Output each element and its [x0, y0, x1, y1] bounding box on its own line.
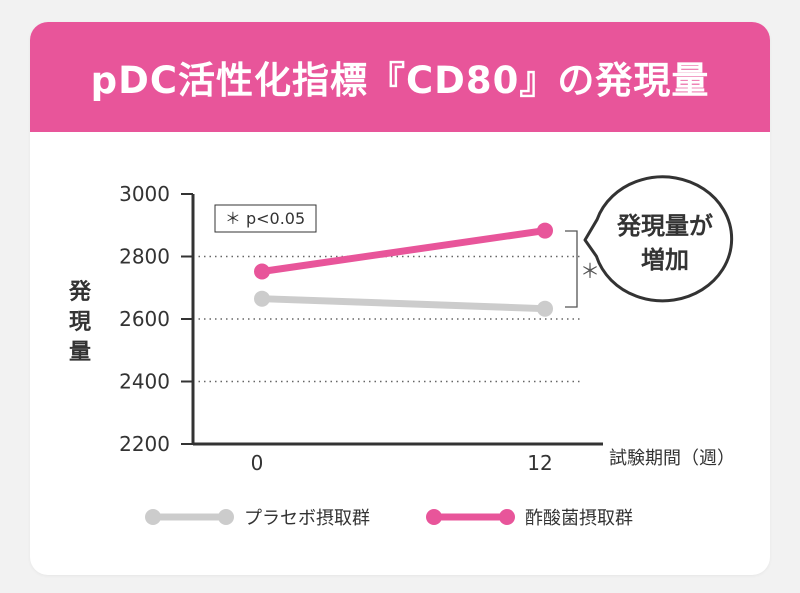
y-axis-title-char: 量: [69, 340, 91, 365]
y-axis-title-char: 現: [69, 310, 91, 335]
callout-line2: 増加: [641, 246, 689, 274]
bracket-line: [565, 230, 578, 308]
x-tick-label: 0: [251, 451, 264, 475]
legend-swatch-point: [218, 509, 234, 525]
chart-title: pDC活性化指標『CD80』の発現量: [90, 59, 710, 102]
legend-swatch-point: [499, 509, 515, 525]
legend-swatch-point: [426, 509, 442, 525]
legend: プラセボ摂取群 酢酸菌摂取群: [145, 508, 633, 529]
y-tick-label: 2400: [119, 370, 170, 394]
series: [254, 222, 553, 317]
callout-line1: 発現量が: [616, 212, 713, 240]
y-tick-label: 2800: [119, 245, 170, 269]
y-tick-label: 2200: [119, 432, 170, 456]
significance-note-box: [214, 204, 317, 233]
legend-label: プラセボ摂取群: [244, 508, 370, 529]
legend-label: 酢酸菌摂取群: [525, 508, 633, 529]
data-point: [537, 300, 553, 317]
callout-bubble: 発現量が 増加: [583, 175, 734, 303]
data-point: [254, 263, 270, 280]
y-tick-label: 2600: [119, 307, 170, 331]
y-axis-title-char: 発: [68, 280, 92, 305]
x-tick-labels: 0 12: [251, 451, 553, 475]
y-axis-title: 発 現 量: [68, 280, 92, 365]
x-tick-label: 12: [527, 451, 552, 475]
y-tick-labels: 2200 2400 2600 2800 3000: [119, 182, 170, 456]
significance-note: ＊ p<0.05: [214, 204, 317, 233]
data-point: [537, 222, 553, 239]
significance-mark: ＊: [580, 259, 600, 283]
y-tick-marks: [181, 193, 193, 445]
series-line: [258, 227, 549, 275]
legend-swatch-point: [145, 509, 161, 525]
chart-header: pDC活性化指標『CD80』の発現量: [30, 22, 770, 132]
significance-note-text: ＊ p<0.05: [225, 209, 305, 228]
callout-shape: [583, 175, 734, 303]
x-axis-title: 試験期間（週）: [609, 448, 735, 469]
significance-bracket: ＊: [565, 230, 600, 308]
gridlines: [193, 255, 580, 383]
series-line: [258, 295, 549, 313]
data-point: [254, 290, 270, 307]
y-tick-label: 3000: [119, 182, 170, 206]
